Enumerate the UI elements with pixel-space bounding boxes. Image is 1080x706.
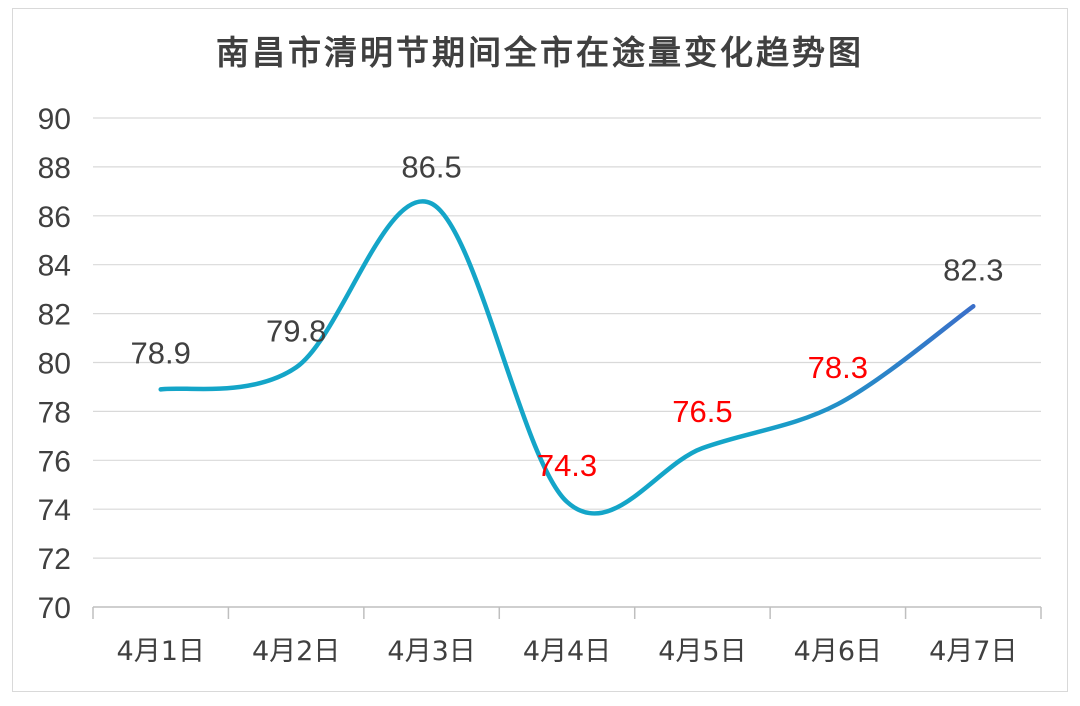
y-tick-label: 74 bbox=[38, 494, 71, 527]
y-tick-label: 78 bbox=[38, 396, 71, 429]
y-tick-label: 86 bbox=[38, 201, 71, 234]
data-label: 78.9 bbox=[131, 335, 191, 370]
y-tick-label: 70 bbox=[38, 592, 71, 625]
y-tick-label: 80 bbox=[38, 348, 71, 381]
data-label: 86.5 bbox=[401, 150, 461, 185]
series-line bbox=[158, 199, 976, 516]
y-tick-label: 90 bbox=[38, 103, 71, 136]
y-tick-label: 84 bbox=[38, 250, 71, 283]
x-tick-label: 4月7日 bbox=[929, 636, 1017, 667]
data-label: 79.8 bbox=[266, 313, 326, 348]
data-label: 74.3 bbox=[537, 448, 597, 483]
x-tick-label: 4月4日 bbox=[523, 636, 611, 667]
chart-frame bbox=[12, 8, 1068, 692]
data-label: 78.3 bbox=[808, 350, 868, 385]
data-label: 82.3 bbox=[943, 252, 1003, 287]
x-tick-label: 4月2日 bbox=[252, 636, 340, 667]
y-tick-label: 82 bbox=[38, 299, 71, 332]
x-tick-label: 4月6日 bbox=[794, 636, 882, 667]
y-tick-label: 76 bbox=[38, 445, 71, 478]
data-label: 76.5 bbox=[672, 394, 732, 429]
x-tick-label: 4月5日 bbox=[658, 636, 746, 667]
chart-title: 南昌市清明节期间全市在途量变化趋势图 bbox=[216, 33, 864, 72]
y-tick-label: 88 bbox=[38, 152, 71, 185]
x-tick-label: 4月1日 bbox=[117, 636, 205, 667]
x-tick-label: 4月3日 bbox=[387, 636, 475, 667]
y-tick-label: 72 bbox=[38, 543, 71, 576]
